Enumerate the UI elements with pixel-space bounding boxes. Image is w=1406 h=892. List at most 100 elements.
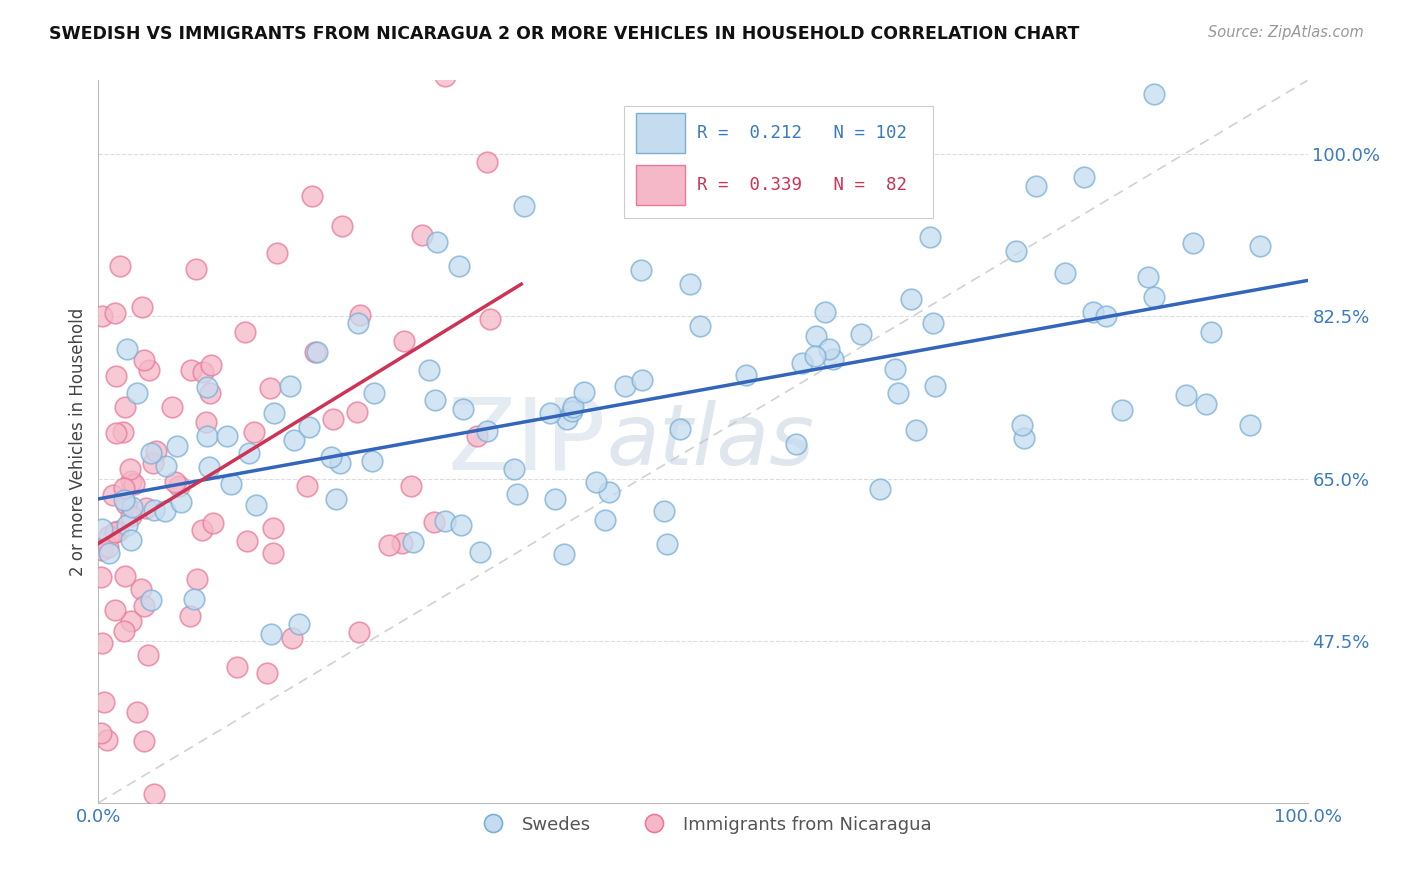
Point — [434, 69, 457, 83]
Point — [104, 524, 127, 539]
Text: SWEDISH VS IMMIGRANTS FROM NICARAGUA 2 OR MORE VEHICLES IN HOUSEHOLD CORRELATION: SWEDISH VS IMMIGRANTS FROM NICARAGUA 2 O… — [49, 25, 1080, 43]
Point — [97, 546, 120, 560]
Point — [924, 379, 946, 393]
Point — [281, 632, 304, 646]
Point — [186, 262, 208, 277]
Point — [572, 385, 595, 400]
Point — [411, 228, 433, 243]
Point — [465, 429, 488, 443]
Point — [399, 479, 422, 493]
Point — [101, 488, 124, 502]
Text: atlas: atlas — [606, 400, 814, 483]
Point — [120, 614, 142, 628]
Point — [104, 603, 127, 617]
Point — [132, 733, 155, 747]
Point — [305, 344, 328, 359]
Point — [91, 310, 114, 324]
Point — [163, 475, 186, 489]
Point — [1143, 87, 1166, 102]
Text: R =  0.212   N = 102: R = 0.212 N = 102 — [697, 124, 907, 142]
Point — [538, 406, 561, 420]
Point — [346, 405, 368, 419]
Bar — [637, 113, 685, 153]
Point — [478, 312, 501, 326]
Point — [260, 626, 283, 640]
Point — [93, 695, 115, 709]
Point — [322, 412, 344, 426]
Point — [114, 497, 136, 511]
Point — [813, 304, 835, 318]
Point — [201, 516, 224, 530]
Point — [166, 439, 188, 453]
Point — [200, 358, 222, 372]
Point — [135, 500, 157, 515]
Point — [425, 392, 447, 407]
Point — [561, 404, 583, 418]
Point — [96, 733, 118, 747]
Point — [652, 504, 675, 518]
Point — [630, 263, 652, 277]
Point — [450, 518, 472, 533]
Point — [669, 422, 692, 436]
Point — [197, 380, 219, 394]
Point — [125, 385, 148, 400]
Point — [1137, 269, 1160, 284]
Point — [183, 591, 205, 606]
Point — [131, 301, 153, 315]
Point — [1175, 388, 1198, 402]
Point — [245, 498, 267, 512]
Point — [1083, 305, 1105, 319]
Point — [129, 582, 152, 596]
Point — [689, 319, 711, 334]
Point — [266, 246, 288, 260]
Point — [242, 425, 264, 439]
Point — [1182, 236, 1205, 251]
Point — [186, 572, 208, 586]
Point — [394, 334, 416, 348]
Point — [233, 325, 256, 339]
Point — [90, 726, 112, 740]
Point — [544, 491, 567, 506]
Point — [295, 479, 318, 493]
Point — [561, 401, 583, 415]
FancyBboxPatch shape — [624, 105, 932, 218]
Point — [391, 536, 413, 550]
Point — [238, 446, 260, 460]
Point — [262, 546, 284, 560]
Point — [423, 515, 446, 529]
Point — [105, 426, 128, 441]
Point — [735, 368, 758, 383]
Point — [190, 523, 212, 537]
Point — [347, 624, 370, 639]
Point — [817, 343, 839, 357]
Point — [121, 508, 143, 523]
Point — [219, 476, 242, 491]
Point — [402, 534, 425, 549]
Point — [434, 514, 457, 528]
Point — [288, 616, 311, 631]
Point — [145, 444, 167, 458]
Point — [138, 363, 160, 377]
Point — [91, 522, 114, 536]
Point — [259, 381, 281, 395]
Point — [180, 362, 202, 376]
Point — [593, 513, 616, 527]
Point — [349, 309, 371, 323]
Point — [120, 475, 142, 489]
Point — [513, 199, 536, 213]
Point — [132, 353, 155, 368]
Point — [475, 424, 498, 438]
Point — [1111, 403, 1133, 417]
Point — [120, 462, 142, 476]
Point — [114, 401, 136, 415]
Point — [194, 415, 217, 429]
Point — [142, 503, 165, 517]
Point — [900, 292, 922, 306]
Point — [91, 542, 114, 557]
Point — [236, 534, 259, 549]
Point — [141, 446, 163, 460]
Point — [136, 648, 159, 663]
Point — [378, 538, 401, 552]
Point — [170, 494, 193, 508]
Point — [115, 342, 138, 356]
